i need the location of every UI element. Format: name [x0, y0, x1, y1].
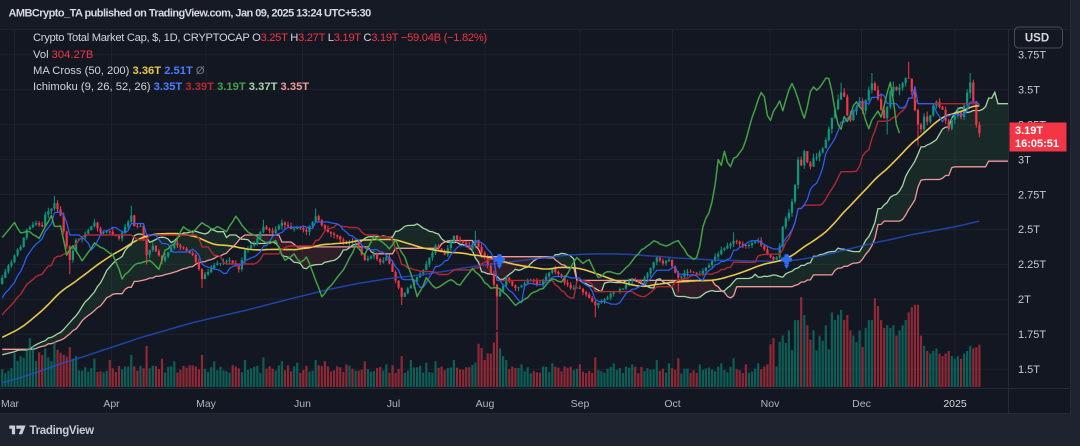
svg-text:3.19T: 3.19T	[1015, 125, 1043, 137]
svg-text:Sep: Sep	[571, 398, 590, 410]
svg-text:May: May	[196, 398, 217, 410]
svg-text:Crypto Total Market Cap, $, 1D: Crypto Total Market Cap, $, 1D, CRYPTOCA…	[33, 32, 487, 44]
svg-text:Aug: Aug	[476, 398, 495, 410]
svg-text:Nov: Nov	[761, 398, 780, 410]
svg-text:2025: 2025	[943, 398, 967, 410]
svg-text:2.75T: 2.75T	[1018, 189, 1046, 201]
svg-text:2.25T: 2.25T	[1018, 259, 1046, 271]
svg-text:Oct: Oct	[664, 398, 680, 410]
svg-text:3.5T: 3.5T	[1018, 85, 1040, 97]
svg-text:2T: 2T	[1018, 294, 1031, 306]
svg-text:Ichimoku (9, 26, 52, 26) 3.35T: Ichimoku (9, 26, 52, 26) 3.35T 3.39T 3.1…	[33, 81, 309, 93]
svg-text:3.75T: 3.75T	[1018, 50, 1046, 62]
svg-text:16:05:51: 16:05:51	[1015, 138, 1059, 150]
svg-text:1.5T: 1.5T	[1018, 364, 1040, 376]
svg-text:MA Cross (50, 200) 3.36T 2.51T: MA Cross (50, 200) 3.36T 2.51T Ø	[33, 65, 205, 77]
svg-text:Jun: Jun	[294, 398, 311, 410]
svg-text:Jul: Jul	[387, 398, 400, 410]
svg-text:3T: 3T	[1018, 154, 1031, 166]
svg-text:Vol 304.27B: Vol 304.27B	[33, 49, 93, 61]
svg-text:Dec: Dec	[852, 398, 871, 410]
svg-text:AMBCrypto_TA published on Trad: AMBCrypto_TA published on TradingView.co…	[9, 8, 372, 20]
svg-text:2.5T: 2.5T	[1018, 224, 1040, 236]
svg-text:Mar: Mar	[1, 398, 20, 410]
svg-text:TradingView: TradingView	[30, 425, 95, 437]
svg-text:USD: USD	[1025, 33, 1049, 45]
svg-text:1.75T: 1.75T	[1018, 329, 1046, 341]
svg-text:Apr: Apr	[103, 398, 120, 410]
